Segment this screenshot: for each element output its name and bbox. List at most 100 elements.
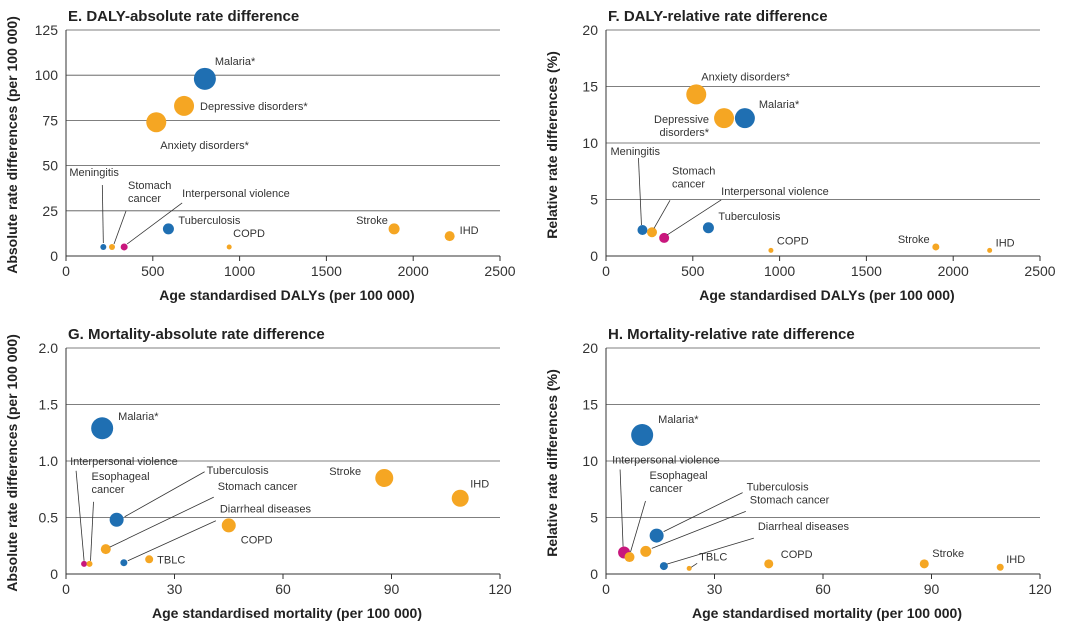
bubble-tuberculosis xyxy=(649,528,664,543)
x-tick-label: 2500 xyxy=(484,263,515,279)
leader-line xyxy=(666,199,722,236)
bubble-copd xyxy=(764,559,774,569)
bubble-stomach-cancer xyxy=(100,544,111,555)
bubble-depressive-disorders xyxy=(174,95,195,116)
leader-line xyxy=(101,184,104,243)
y-axis-label: Absolute rate differences (per 100 000) xyxy=(4,334,20,592)
y-tick-label: 50 xyxy=(42,158,58,174)
bubble-label-stomach-cancer: Stomach cancer xyxy=(672,165,715,190)
bubble-meningitis xyxy=(637,225,648,236)
bubble-label-interpersonal-violence: Interpersonal violence xyxy=(182,188,290,200)
bubble-malaria xyxy=(193,67,216,90)
x-tick-label: 90 xyxy=(384,581,400,597)
leader-line xyxy=(638,157,642,226)
x-tick-label: 30 xyxy=(707,581,723,597)
bubble-label-diarrheal-diseases: Diarrheal diseases xyxy=(758,521,850,533)
bubble-interpersonal-violence xyxy=(659,232,670,243)
bubble-stroke xyxy=(388,223,400,235)
x-tick-label: 90 xyxy=(924,581,940,597)
leader-line xyxy=(653,200,671,229)
bubble-label-anxiety-disorders: Anxiety disorders* xyxy=(160,140,249,152)
chart-svg: G. Mortality-absolute rate difference 0 0.… xyxy=(4,326,512,621)
x-tick-label: 0 xyxy=(62,263,70,279)
bubble-label-meningitis: Meningitis xyxy=(69,167,119,179)
y-tick-label: 5 xyxy=(590,510,598,526)
bubble-label-tblc: TBLC xyxy=(157,554,185,566)
bubble-stomach-cancer xyxy=(647,227,658,238)
bubble-diarrheal-diseases xyxy=(120,559,128,567)
bubble-label-stroke: Stroke xyxy=(932,548,964,560)
bubble-label-stomach-cancer: Stomach cancer xyxy=(750,494,830,506)
panel-f: F. DALY-relative rate difference 0 5 10 15 20… xyxy=(540,0,1080,311)
bubble-tuberculosis xyxy=(162,223,174,235)
leader-line xyxy=(109,496,214,548)
bubble-label-ihd: IHD xyxy=(460,225,479,237)
y-tick-label: 100 xyxy=(35,67,59,83)
bubble-malaria xyxy=(91,417,114,440)
bubble-esophageal-cancer xyxy=(86,560,93,567)
bubble-anxiety-disorders xyxy=(686,84,707,105)
bubble-label-tblc: TBLC xyxy=(699,551,727,563)
bubble-malaria xyxy=(631,424,654,447)
bubble-ihd xyxy=(987,247,993,253)
bubble-label-stroke: Stroke xyxy=(329,466,361,478)
bubble-label-malaria: Malaria* xyxy=(759,99,800,111)
bubble-diarrheal-diseases xyxy=(659,562,668,571)
bubble-interpersonal-violence xyxy=(81,560,88,567)
x-tick-label: 1000 xyxy=(224,263,255,279)
chart-title: G. Mortality-absolute rate difference xyxy=(68,326,325,343)
bubble-label-copd: COPD xyxy=(781,549,813,561)
y-tick-label: 1.0 xyxy=(39,453,59,469)
bubble-interpersonal-violence xyxy=(120,243,128,251)
chart-svg: H. Mortality-relative rate difference 0 5 1… xyxy=(544,326,1052,621)
x-tick-label: 2000 xyxy=(398,263,429,279)
y-tick-label: 25 xyxy=(42,203,58,219)
x-tick-label: 120 xyxy=(1028,581,1052,597)
bubble-label-stroke: Stroke xyxy=(356,215,388,227)
leader-line xyxy=(113,210,127,245)
bubble-meningitis xyxy=(100,243,107,250)
bubble-label-ihd: IHD xyxy=(996,237,1015,249)
bubble-label-esophageal-cancer: Esophageal cancer xyxy=(92,471,150,496)
x-tick-label: 2000 xyxy=(938,263,969,279)
chart-title: H. Mortality-relative rate difference xyxy=(608,326,855,343)
y-tick-label: 2.0 xyxy=(39,340,59,356)
panel-h: H. Mortality-relative rate difference 0 5 1… xyxy=(540,318,1080,629)
bubble-tblc xyxy=(145,555,154,564)
y-axis-label: Relative rate differences (%) xyxy=(544,369,560,557)
bubble-label-tuberculosis: Tuberculosis xyxy=(207,465,269,477)
bubble-ihd xyxy=(451,489,469,507)
x-tick-label: 60 xyxy=(275,581,291,597)
bubble-label-esophageal-cancer: Esophageal cancer xyxy=(650,470,708,495)
panel-g: G. Mortality-absolute rate difference 0 0.… xyxy=(0,318,540,629)
leader-line xyxy=(690,563,698,568)
bubble-copd xyxy=(768,247,774,253)
bubble-label-meningitis: Meningitis xyxy=(610,146,660,158)
leader-line xyxy=(127,520,217,562)
bubble-label-interpersonal-violence: Interpersonal violence xyxy=(721,186,829,198)
bubble-label-stomach-cancer: Stomach cancer xyxy=(218,481,298,493)
y-tick-label: 75 xyxy=(42,112,58,128)
y-tick-label: 1.5 xyxy=(39,397,59,413)
x-axis-label: Age standardised mortality (per 100 000) xyxy=(152,605,422,621)
leader-line xyxy=(124,471,205,518)
bubble-tblc xyxy=(686,565,692,571)
y-tick-label: 20 xyxy=(582,340,598,356)
x-tick-label: 2500 xyxy=(1024,263,1055,279)
y-tick-label: 0 xyxy=(50,248,58,264)
bubble-label-copd: COPD xyxy=(777,235,809,247)
x-axis-label: Age standardised DALYs (per 100 000) xyxy=(159,287,414,303)
leader-line xyxy=(90,501,94,561)
y-tick-label: 0 xyxy=(590,566,598,582)
bubble-ihd xyxy=(444,231,455,242)
bubble-label-ihd: IHD xyxy=(1006,554,1025,566)
x-tick-label: 60 xyxy=(815,581,831,597)
bubble-tuberculosis xyxy=(702,222,714,234)
bubble-label-copd: COPD xyxy=(241,534,273,546)
x-tick-label: 1500 xyxy=(311,263,342,279)
y-tick-label: 10 xyxy=(582,135,598,151)
x-axis-label: Age standardised mortality (per 100 000) xyxy=(692,605,962,621)
y-axis-label: Relative rate differences (%) xyxy=(544,51,560,239)
bubble-malaria xyxy=(734,108,755,129)
